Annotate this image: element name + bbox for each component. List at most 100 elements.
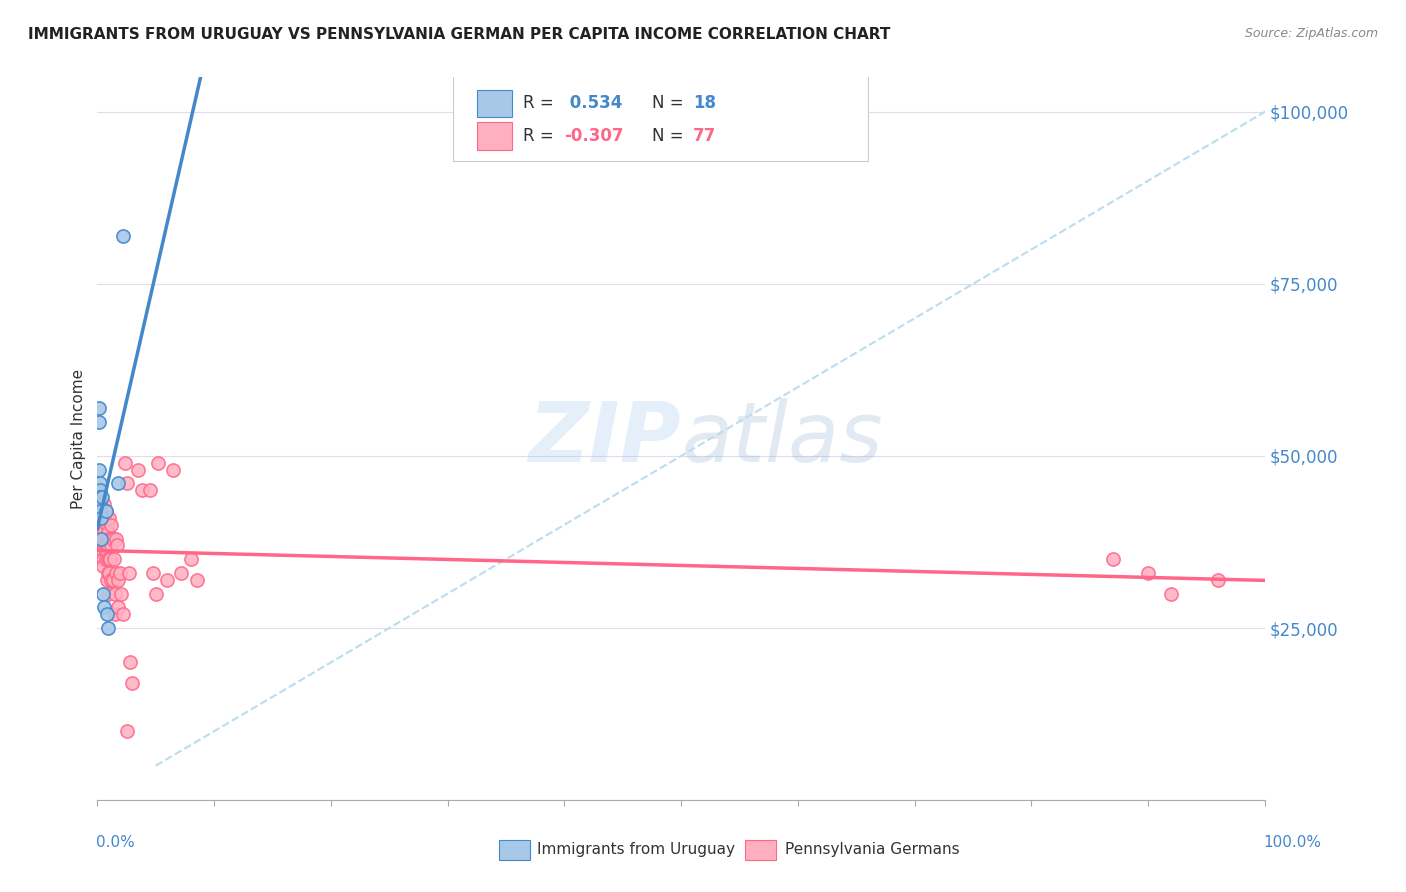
Point [98, 532, 121, 546]
Text: 77: 77 [693, 127, 716, 145]
Point [145, 586, 167, 600]
Point [93, 600, 115, 615]
Text: atlas: atlas [681, 398, 883, 479]
Point [96, 607, 118, 622]
Text: IMMIGRANTS FROM URUGUAY VS PENNSYLVANIA GERMAN PER CAPITA INCOME CORRELATION CHA: IMMIGRANTS FROM URUGUAY VS PENNSYLVANIA … [28, 27, 890, 42]
Point [107, 573, 129, 587]
Text: R =: R = [523, 127, 560, 145]
Point [89, 490, 111, 504]
Point [90, 511, 112, 525]
Point [112, 607, 135, 622]
Point [170, 566, 193, 580]
Point [96, 545, 118, 559]
Point [101, 532, 124, 546]
Point [93, 511, 115, 525]
Point [87, 415, 110, 429]
Point [89, 490, 111, 504]
Point [90, 532, 112, 546]
Point [142, 566, 165, 580]
Point [97, 621, 120, 635]
Text: 18: 18 [693, 95, 716, 112]
Point [115, 476, 138, 491]
Point [139, 483, 162, 498]
Point [1102, 552, 1125, 566]
Point [97, 552, 120, 566]
Point [156, 573, 179, 587]
Text: 0.0%: 0.0% [96, 836, 135, 850]
Point [105, 566, 128, 580]
Text: N =: N = [652, 127, 689, 145]
Point [186, 573, 208, 587]
Point [89, 483, 111, 498]
Point [98, 566, 121, 580]
Point [107, 476, 129, 491]
Point [98, 532, 121, 546]
Point [90, 517, 112, 532]
Point [96, 532, 118, 546]
Text: N =: N = [652, 95, 689, 112]
Point [110, 586, 132, 600]
FancyBboxPatch shape [477, 90, 512, 117]
Text: Source: ZipAtlas.com: Source: ZipAtlas.com [1244, 27, 1378, 40]
Point [94, 545, 117, 559]
Point [103, 552, 125, 566]
Text: Immigrants from Uruguay: Immigrants from Uruguay [537, 842, 735, 856]
Point [1137, 566, 1160, 580]
Point [96, 573, 118, 587]
Text: R =: R = [523, 95, 560, 112]
Point [105, 532, 128, 546]
Point [127, 463, 149, 477]
Text: ZIP: ZIP [529, 398, 681, 479]
Point [90, 532, 112, 546]
Point [162, 463, 184, 477]
Point [100, 573, 122, 587]
Point [121, 676, 143, 690]
Point [118, 656, 141, 670]
Point [108, 566, 131, 580]
FancyBboxPatch shape [477, 122, 512, 150]
Point [114, 456, 136, 470]
Point [87, 401, 110, 415]
Point [105, 538, 128, 552]
Point [112, 228, 135, 243]
Point [91, 538, 114, 552]
Point [89, 497, 111, 511]
Point [118, 566, 141, 580]
Point [91, 559, 114, 574]
Point [100, 538, 122, 552]
Point [87, 504, 110, 518]
Point [93, 538, 115, 552]
Point [91, 538, 114, 552]
Point [91, 532, 114, 546]
Point [91, 490, 114, 504]
Point [98, 552, 121, 566]
Point [89, 504, 111, 518]
Point [104, 607, 127, 622]
Point [91, 532, 114, 546]
Point [91, 552, 114, 566]
Point [91, 586, 114, 600]
Point [97, 538, 120, 552]
Text: 0.534: 0.534 [564, 95, 623, 112]
Point [98, 511, 121, 525]
Text: 100.0%: 100.0% [1264, 836, 1322, 850]
Point [96, 517, 118, 532]
Y-axis label: Per Capita Income: Per Capita Income [72, 368, 86, 508]
Point [93, 524, 115, 539]
Point [100, 517, 122, 532]
FancyBboxPatch shape [453, 74, 868, 161]
Point [146, 456, 169, 470]
Point [94, 504, 117, 518]
Point [104, 586, 127, 600]
Point [89, 497, 111, 511]
Point [90, 504, 112, 518]
Point [98, 552, 121, 566]
Point [91, 552, 114, 566]
Point [1206, 573, 1229, 587]
Point [180, 552, 202, 566]
Point [90, 511, 112, 525]
Point [97, 566, 120, 580]
Point [93, 497, 115, 511]
Point [1160, 586, 1182, 600]
Text: -0.307: -0.307 [564, 127, 624, 145]
